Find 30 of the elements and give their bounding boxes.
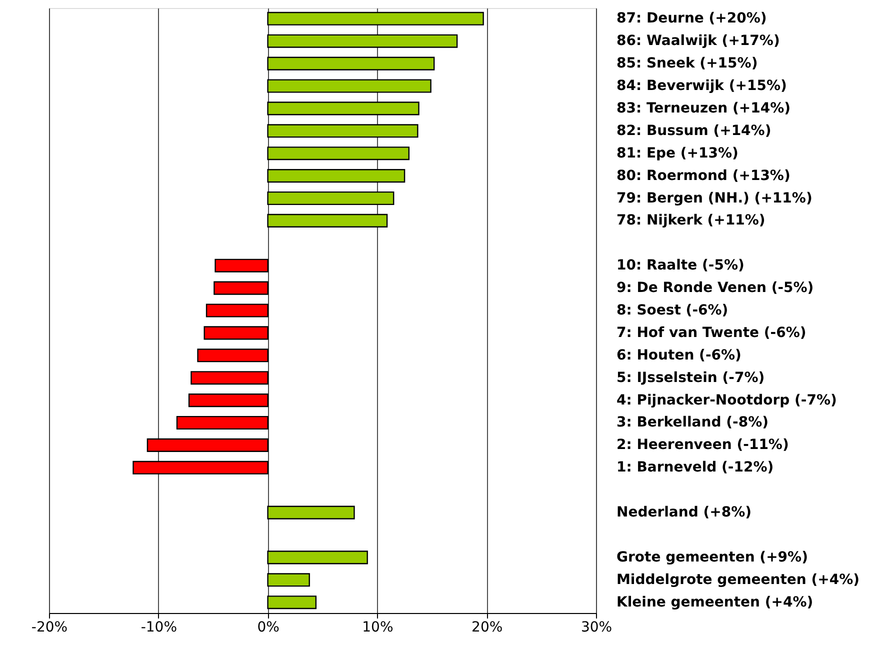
y-tick-label: 87: Deurne (+20%) <box>616 10 767 27</box>
x-tick-label: 10% <box>362 620 394 636</box>
y-tick-label: Middelgrote gemeenten (+4%) <box>616 572 860 588</box>
y-tick-label: 6: Houten (-6%) <box>616 347 742 364</box>
y-tick-label: 84: Beverwijk (+15%) <box>616 78 787 94</box>
y-tick-label: 81: Epe (+13%) <box>616 145 738 162</box>
y-tick-label: 80: Roermond (+13%) <box>616 168 790 184</box>
y-tick-label: 79: Bergen (NH.) (+11%) <box>616 190 812 206</box>
y-tick-label: 10: Raalte (-5%) <box>616 258 744 274</box>
y-tick-label: 8: Soest (-6%) <box>616 302 728 318</box>
y-tick-label: 83: Terneuzen (+14%) <box>616 100 790 116</box>
y-tick-label: 1: Barneveld (-12%) <box>616 460 774 476</box>
y-tick-label: 86: Waalwijk (+17%) <box>616 33 780 50</box>
y-tick-label: Grote gemeenten (+9%) <box>616 549 808 566</box>
y-tick-label: 2: Heerenveen (-11%) <box>616 437 789 454</box>
y-tick-label: 5: IJsselstein (-7%) <box>616 370 765 386</box>
y-tick-label: Kleine gemeenten (+4%) <box>616 594 814 610</box>
y-tick-label: 4: Pijnacker-Nootdorp (-7%) <box>616 392 837 408</box>
y-tick-label: Nederland (+8%) <box>616 504 752 521</box>
y-tick-label: 82: Bussum (+14%) <box>616 122 772 139</box>
y-tick-label: 78: Nijkerk (+11%) <box>616 212 766 229</box>
x-tick-label: -10% <box>140 620 177 636</box>
y-tick-label: 3: Berkelland (-8%) <box>616 414 768 431</box>
y-tick-label: 7: Hof van Twente (-6%) <box>616 324 806 341</box>
x-tick-label: 0% <box>257 620 280 636</box>
y-tick-label: 85: Sneek (+15%) <box>616 56 758 72</box>
x-tick-label: 20% <box>472 620 503 636</box>
x-tick-label: 30% <box>580 620 612 636</box>
y-tick-label: 9: De Ronde Venen (-5%) <box>616 280 814 296</box>
x-tick-label: -20% <box>31 620 68 636</box>
